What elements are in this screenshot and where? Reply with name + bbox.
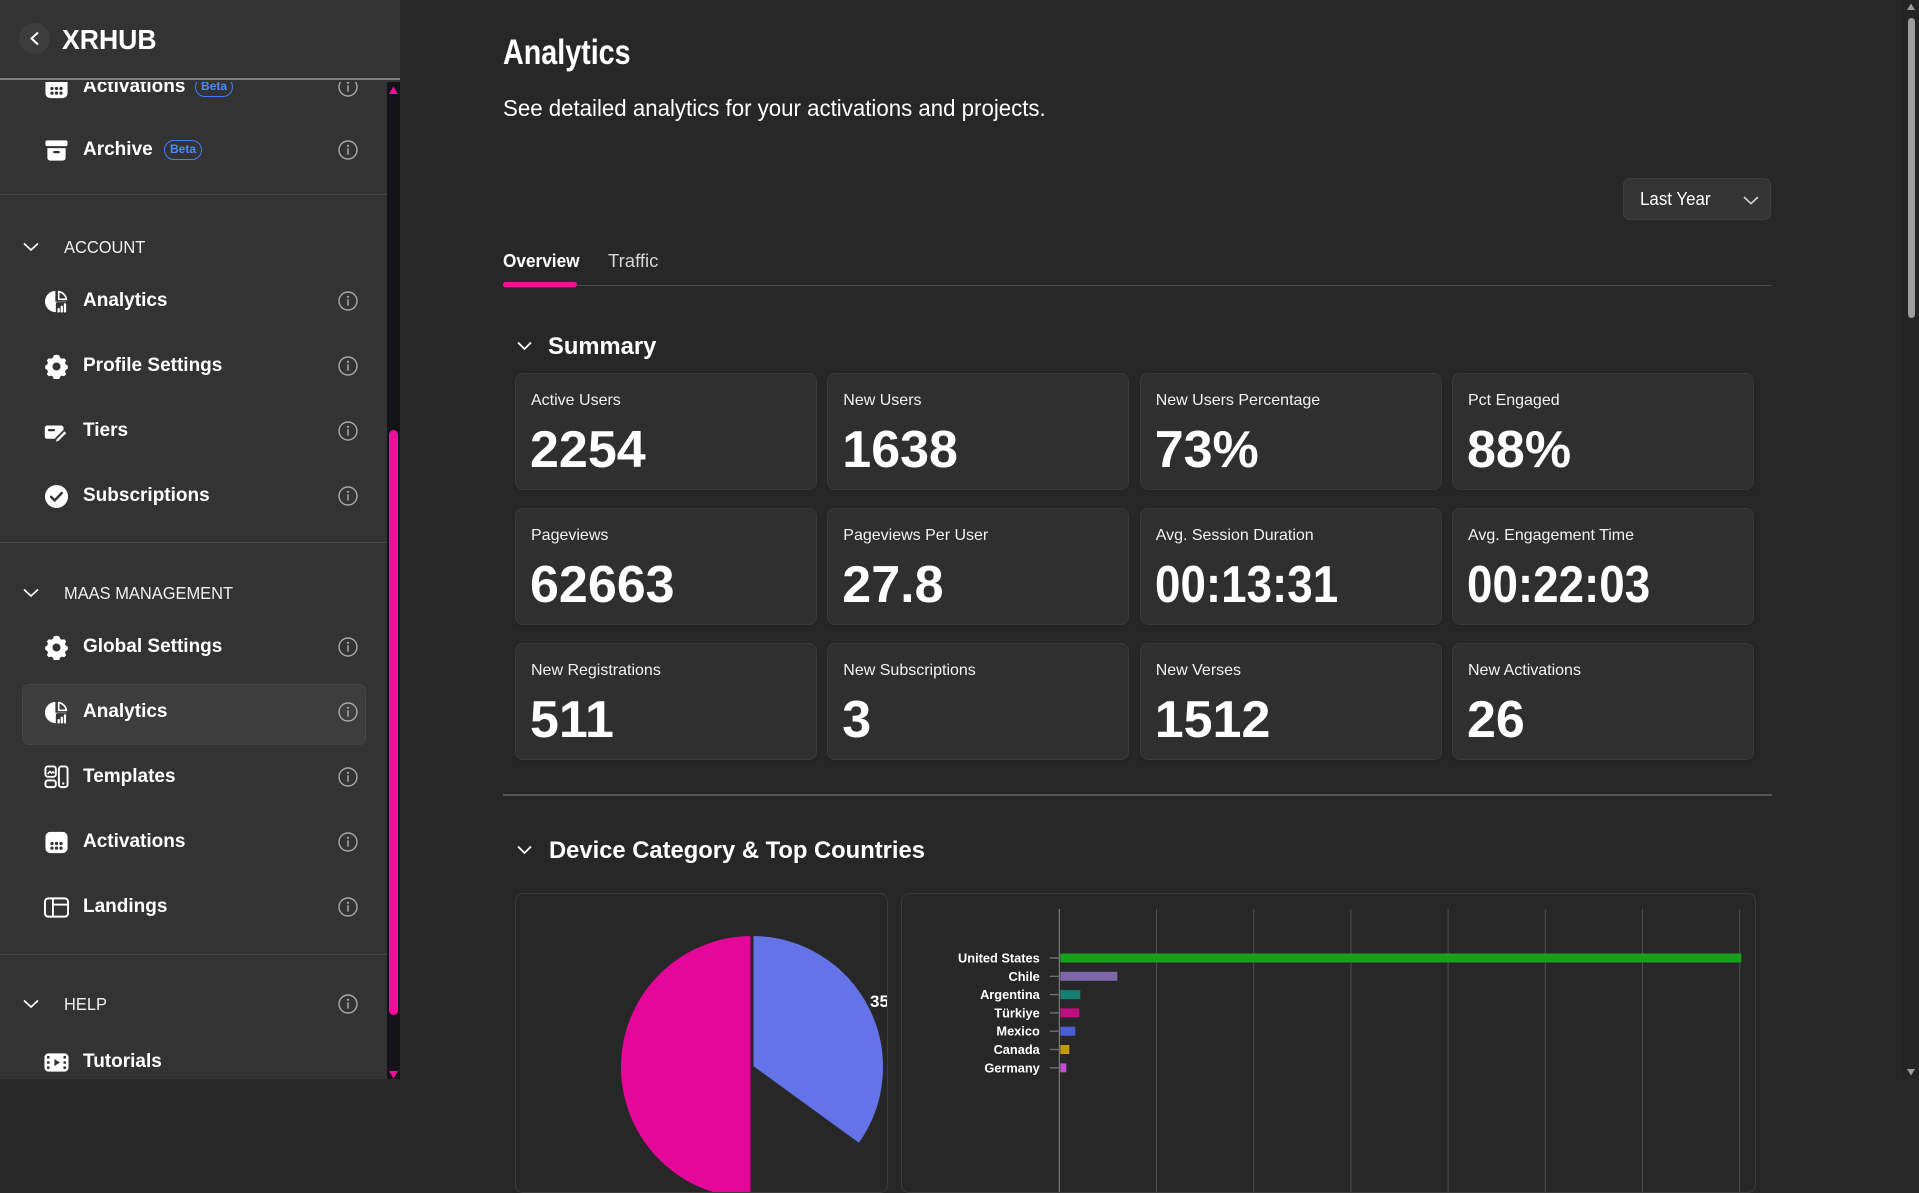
svg-text:Germany: Germany	[984, 1060, 1040, 1075]
svg-text:Mexico: Mexico	[996, 1024, 1040, 1039]
svg-text:Türkiye: Türkiye	[994, 1005, 1040, 1020]
svg-text:Canada: Canada	[994, 1042, 1041, 1057]
svg-text:United States: United States	[958, 951, 1040, 966]
svg-text:35%: 35%	[870, 992, 888, 1011]
svg-text:Argentina: Argentina	[980, 987, 1041, 1002]
svg-text:Chile: Chile	[1009, 969, 1040, 984]
